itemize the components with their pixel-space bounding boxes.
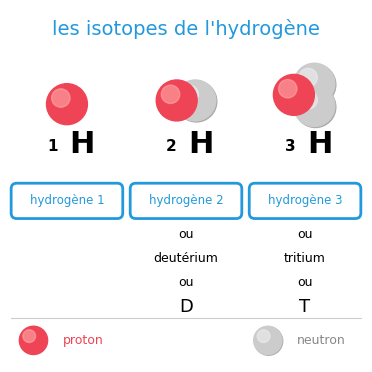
Text: proton: proton — [62, 334, 103, 347]
Circle shape — [279, 80, 297, 98]
Circle shape — [254, 327, 283, 355]
Text: hydrogène 3: hydrogène 3 — [268, 195, 342, 207]
FancyBboxPatch shape — [130, 183, 242, 219]
Circle shape — [273, 74, 314, 115]
Circle shape — [19, 326, 48, 355]
Text: ou: ou — [297, 228, 313, 241]
Circle shape — [294, 86, 335, 126]
Circle shape — [254, 326, 282, 355]
Text: ou: ou — [297, 276, 313, 289]
Text: tritium: tritium — [284, 252, 326, 265]
Text: neutron: neutron — [297, 334, 346, 347]
FancyBboxPatch shape — [249, 183, 361, 219]
Text: ou: ou — [178, 228, 194, 241]
Text: les isotopes de l'hydrogène: les isotopes de l'hydrogène — [52, 19, 320, 39]
Circle shape — [161, 85, 180, 103]
Text: 2: 2 — [166, 140, 177, 154]
Text: ou: ou — [178, 276, 194, 289]
Text: H: H — [69, 130, 94, 159]
Text: H: H — [188, 130, 213, 159]
Circle shape — [52, 89, 70, 107]
Circle shape — [180, 85, 198, 103]
Circle shape — [299, 68, 317, 87]
Circle shape — [175, 80, 216, 121]
Circle shape — [156, 80, 197, 121]
Text: deutérium: deutérium — [154, 252, 218, 265]
Circle shape — [299, 91, 317, 109]
Circle shape — [176, 81, 217, 122]
FancyBboxPatch shape — [11, 183, 123, 219]
Circle shape — [46, 84, 87, 125]
Text: hydrogène 2: hydrogène 2 — [149, 195, 223, 207]
Circle shape — [23, 330, 36, 343]
Text: H: H — [307, 130, 332, 159]
Text: D: D — [179, 298, 193, 316]
Circle shape — [294, 63, 335, 104]
Text: 3: 3 — [285, 140, 296, 154]
Text: 1: 1 — [47, 140, 58, 154]
Circle shape — [295, 64, 336, 105]
Circle shape — [257, 330, 270, 343]
Circle shape — [295, 87, 336, 128]
Text: T: T — [299, 298, 311, 316]
Text: hydrogène 1: hydrogène 1 — [30, 195, 104, 207]
